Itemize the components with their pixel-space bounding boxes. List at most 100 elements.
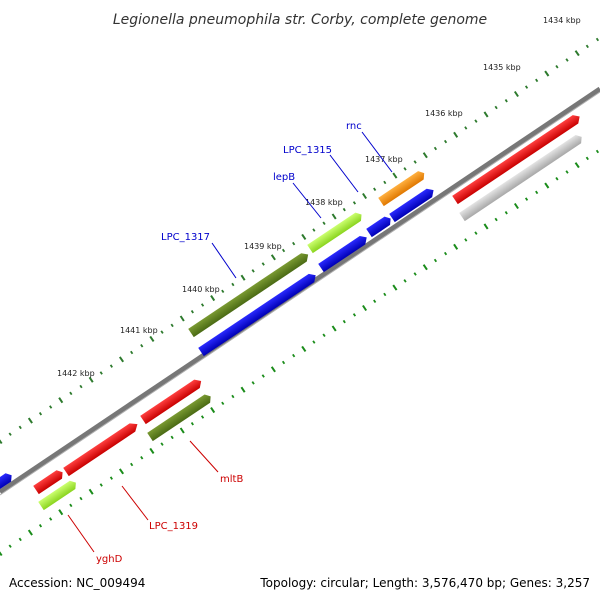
tick-mark bbox=[18, 537, 22, 542]
tick-mark bbox=[109, 364, 113, 368]
tick-mark bbox=[149, 335, 155, 342]
tick-mark bbox=[544, 70, 550, 77]
blue-genes bbox=[0, 186, 436, 490]
gene-mltB[interactable] bbox=[147, 392, 213, 442]
orange-genes bbox=[378, 169, 427, 207]
tick-mark bbox=[464, 238, 468, 242]
gene-rnc[interactable] bbox=[378, 169, 427, 207]
accession-text: Accession: NC_009494 bbox=[9, 576, 146, 590]
gene-forward-3[interactable] bbox=[63, 420, 140, 477]
tick-mark bbox=[210, 407, 216, 414]
tick-mark bbox=[170, 435, 174, 440]
tick-mark bbox=[535, 78, 539, 83]
gene-label-LPC_1315: LPC_1315 bbox=[283, 145, 332, 156]
tick-mark bbox=[8, 544, 12, 548]
tick-mark bbox=[118, 356, 125, 363]
kbp-label: 1441 kbp bbox=[120, 326, 158, 335]
gene-lepB[interactable] bbox=[318, 233, 369, 273]
tick-mark bbox=[422, 152, 428, 159]
kbp-label: 1440 kbp bbox=[182, 285, 220, 294]
tick-mark bbox=[422, 264, 428, 271]
tick-mark bbox=[140, 455, 144, 460]
tick-mark bbox=[251, 269, 255, 273]
tick-mark bbox=[342, 319, 346, 324]
tick-mark bbox=[312, 228, 316, 232]
kbp-label: 1437 kbp bbox=[365, 155, 403, 164]
tick-mark bbox=[483, 111, 489, 118]
gene-label-rnc: rnc bbox=[346, 121, 362, 132]
tick-mark bbox=[524, 85, 529, 89]
map-title: Legionella pneumophila str. Corby, compl… bbox=[113, 12, 487, 28]
tick-ring-outer bbox=[0, 37, 600, 445]
tick-mark bbox=[373, 187, 377, 192]
gene-yghD[interactable] bbox=[38, 478, 78, 511]
tick-mark bbox=[544, 182, 550, 189]
tick-mark bbox=[270, 254, 276, 261]
tick-mark bbox=[170, 323, 174, 328]
tick-mark bbox=[0, 439, 3, 445]
tick-mark bbox=[190, 422, 194, 426]
gene-LPC_1317[interactable] bbox=[198, 271, 318, 357]
tick-mark bbox=[453, 131, 459, 138]
gene-LPC_1315[interactable] bbox=[307, 210, 364, 254]
tick-mark bbox=[200, 415, 205, 419]
tick-mark bbox=[292, 353, 296, 358]
kbp-label: 1435 kbp bbox=[483, 63, 521, 72]
tick-mark bbox=[535, 190, 539, 195]
tick-mark bbox=[494, 217, 498, 222]
gene-forward-1[interactable] bbox=[452, 112, 582, 205]
tick-mark bbox=[240, 274, 246, 281]
gene-label-mltB: mltB bbox=[220, 474, 243, 485]
tick-mark bbox=[69, 391, 73, 396]
tick-mark bbox=[524, 197, 529, 201]
tick-mark bbox=[565, 170, 569, 174]
tick-mark bbox=[585, 156, 589, 161]
tick-mark bbox=[494, 105, 498, 110]
tick-mark bbox=[413, 272, 417, 276]
tick-mark bbox=[403, 167, 407, 171]
tick-mark bbox=[261, 374, 265, 378]
tick-mark bbox=[555, 64, 559, 69]
gene-label-LPC_1319: LPC_1319 bbox=[149, 521, 198, 532]
tick-mark bbox=[443, 139, 448, 144]
tick-mark bbox=[403, 279, 407, 283]
tick-mark bbox=[352, 313, 357, 317]
tick-mark bbox=[79, 384, 83, 389]
tick-mark bbox=[99, 483, 103, 487]
gene-blue-edge[interactable] bbox=[0, 471, 14, 490]
tick-mark bbox=[221, 289, 225, 294]
tick-mark bbox=[88, 376, 94, 383]
kbp-label: 1439 kbp bbox=[244, 242, 282, 251]
tick-mark bbox=[362, 192, 368, 200]
tick-mark bbox=[0, 551, 3, 557]
gene-lepB-adjacent[interactable] bbox=[389, 186, 436, 223]
gene-blue-small[interactable] bbox=[366, 214, 393, 238]
tick-mark bbox=[574, 50, 580, 57]
label-leaders-red bbox=[67, 440, 219, 553]
tick-mark bbox=[140, 343, 144, 348]
tick-mark bbox=[49, 517, 53, 521]
tick-mark bbox=[261, 262, 265, 266]
gene-label-lepB: lepB bbox=[273, 172, 295, 183]
tick-mark bbox=[130, 462, 134, 467]
tick-mark bbox=[130, 350, 134, 355]
tick-mark bbox=[301, 345, 307, 352]
tick-mark bbox=[595, 37, 600, 42]
tick-mark bbox=[474, 119, 478, 123]
gene-forward-2[interactable] bbox=[140, 377, 204, 425]
tick-mark bbox=[595, 149, 600, 154]
gene-grey-1[interactable] bbox=[459, 133, 584, 222]
tick-mark bbox=[38, 412, 43, 416]
gene-olive-large[interactable] bbox=[188, 250, 311, 338]
grey-genes bbox=[459, 133, 584, 222]
tick-mark bbox=[231, 282, 235, 287]
gene-forward-4[interactable] bbox=[33, 468, 65, 495]
tick-mark bbox=[179, 427, 185, 434]
tick-mark bbox=[118, 468, 125, 475]
tick-ring-inner bbox=[0, 149, 600, 557]
tick-mark bbox=[331, 325, 337, 332]
tick-mark bbox=[513, 90, 519, 98]
tick-mark bbox=[322, 221, 326, 226]
tick-mark bbox=[322, 333, 326, 338]
